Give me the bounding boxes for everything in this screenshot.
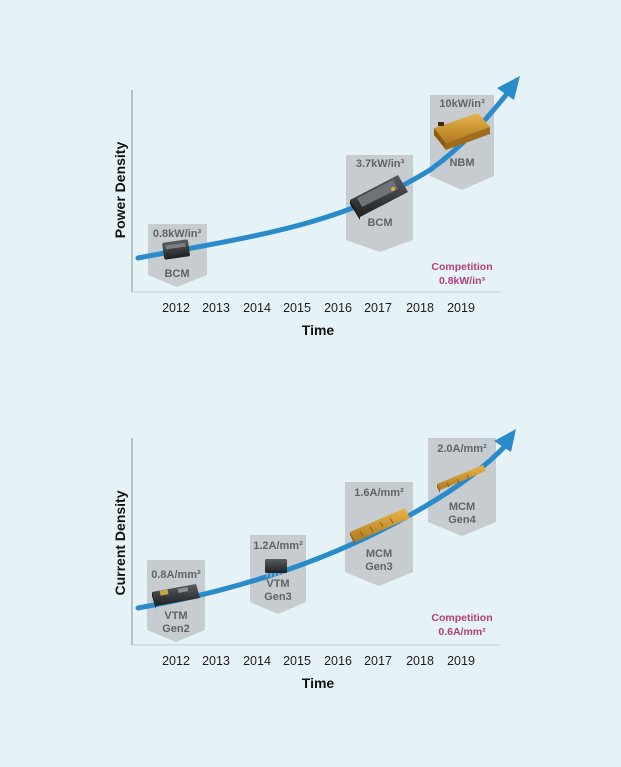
x-tick-label: 2012	[162, 654, 190, 668]
product-name-line2: Gen2	[162, 623, 190, 635]
trend-arrowhead	[494, 429, 516, 452]
density-label: 3.7kW/in³	[356, 158, 405, 170]
x-tick-label: 2015	[283, 654, 311, 668]
product-name-line1: MCM	[366, 548, 392, 560]
x-tick-label: 2012	[162, 301, 190, 315]
x-tick-label: 2019	[447, 654, 475, 668]
x-tick-label: 2013	[202, 654, 230, 668]
x-tick-labels: 2012 2013 2014 2015 2016 2017 2018 2019	[162, 654, 475, 668]
y-axis-label: Current Density	[112, 490, 128, 595]
x-tick-label: 2019	[447, 301, 475, 315]
competition-value: 0.6A/mm²	[438, 626, 486, 638]
x-axis-label: Time	[302, 322, 335, 338]
x-tick-label: 2017	[364, 301, 392, 315]
product-name-line2: Gen3	[365, 561, 393, 573]
product-name-line1: MCM	[449, 501, 475, 513]
competition-label: Competition	[431, 261, 492, 273]
y-axis-label: Power Density	[112, 142, 128, 239]
density-label: 0.8A/mm²	[151, 569, 201, 581]
product-name: BCM	[367, 217, 392, 229]
x-tick-label: 2013	[202, 301, 230, 315]
product-name: BCM	[164, 268, 189, 280]
competition-value: 0.8kW/in³	[439, 275, 486, 287]
density-label: 2.0A/mm²	[437, 443, 487, 455]
product-name-line2: Gen4	[448, 514, 476, 526]
competition-label: Competition	[431, 612, 492, 624]
x-tick-label: 2018	[406, 654, 434, 668]
x-tick-label: 2015	[283, 301, 311, 315]
bcm-module-image	[162, 239, 190, 260]
density-label: 10kW/in³	[439, 98, 485, 110]
x-tick-labels: 2012 2013 2014 2015 2016 2017 2018 2019	[162, 301, 475, 315]
vtm-gen2-module-image	[152, 584, 200, 609]
power-density-chart: Power Density 0.8kW/in³ BCM 3.7kW/in³ BC…	[112, 76, 520, 338]
density-label: 0.8kW/in³	[153, 228, 202, 240]
vtm-gen3-module-image	[265, 559, 287, 577]
density-label: 1.6A/mm²	[354, 487, 404, 499]
x-axis-label: Time	[302, 675, 335, 691]
badge-shape	[428, 438, 496, 536]
product-badge-2019: 2.0A/mm² MCM Gen4	[428, 438, 496, 536]
product-name-line1: VTM	[164, 610, 187, 622]
trend-arrowhead	[497, 76, 520, 100]
x-tick-label: 2017	[364, 654, 392, 668]
product-name-line1: VTM	[266, 578, 289, 590]
density-label: 1.2A/mm²	[253, 540, 303, 552]
x-tick-label: 2018	[406, 301, 434, 315]
product-name-line2: Gen3	[264, 591, 292, 603]
product-name: NBM	[449, 157, 474, 169]
x-tick-label: 2016	[324, 654, 352, 668]
current-density-chart: Current Density 0.8A/mm² VTM Gen2 1.2A/m…	[112, 429, 516, 691]
bcm-large-module-image	[350, 175, 408, 220]
nbm-module-image	[434, 113, 490, 150]
x-tick-label: 2016	[324, 301, 352, 315]
x-tick-label: 2014	[243, 654, 271, 668]
x-tick-label: 2014	[243, 301, 271, 315]
mcm-gen3-module-image	[350, 508, 410, 545]
mcm-gen4-module-image	[437, 465, 486, 493]
